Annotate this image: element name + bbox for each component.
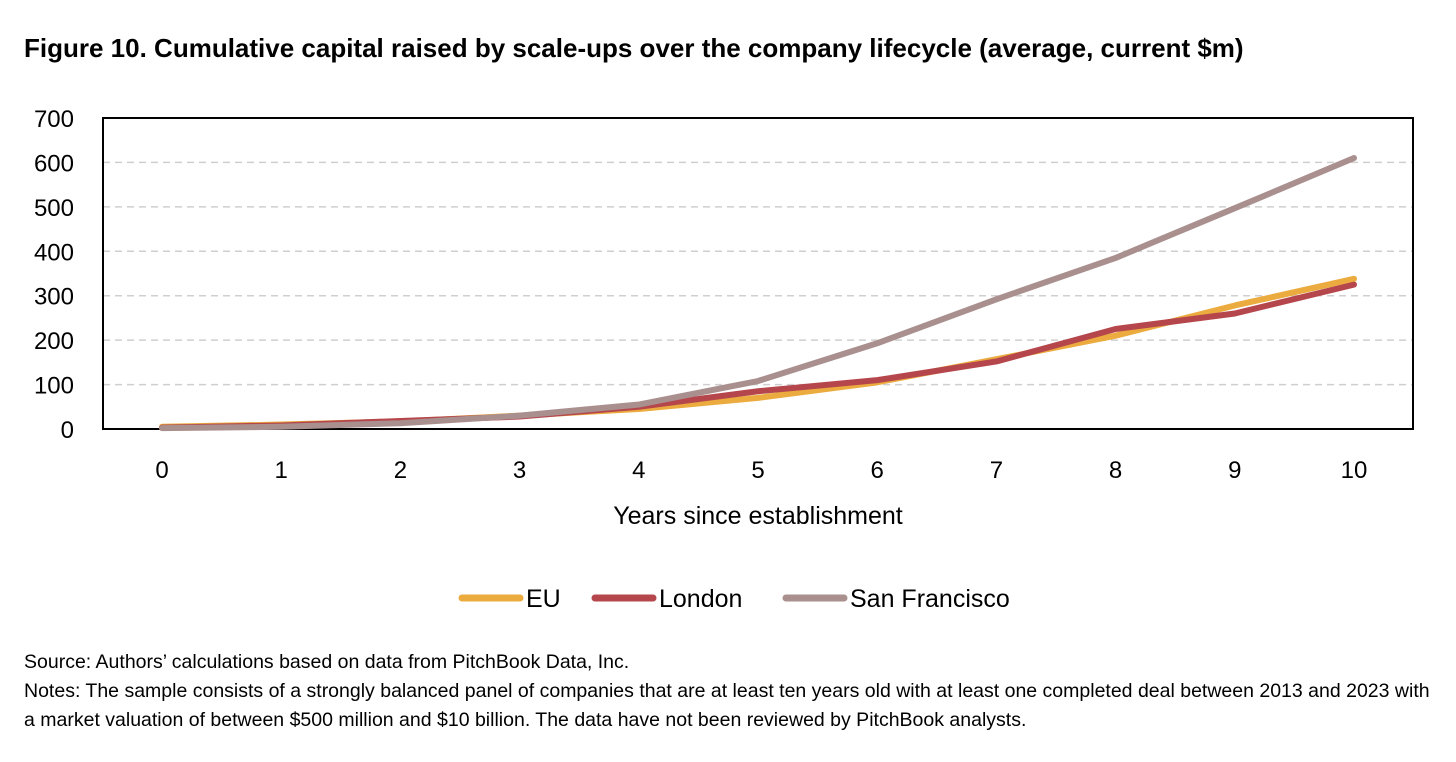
series-lines [159,154,1357,432]
x-tick-label: 2 [394,457,407,484]
x-tick-label: 1 [275,457,288,484]
legend-label-eu: EU [526,585,561,613]
y-tick-label: 500 [34,195,74,222]
x-tick-label: 3 [513,457,526,484]
y-tick-label: 400 [34,239,74,266]
x-tick-label: 6 [871,457,884,484]
y-tick-label: 600 [34,150,74,177]
y-tick-label: 300 [34,284,74,311]
legend: EU London San Francisco [458,585,1010,613]
series-line-san-francisco [159,154,1357,432]
gridlines [103,161,1413,386]
x-tick-label: 7 [990,457,1003,484]
x-tick-label: 4 [632,457,645,484]
x-tick-label: 0 [155,457,168,484]
figure-title: Figure 10. Cumulative capital raised by … [24,33,1244,63]
x-axis-tick-labels: 0 1 2 3 4 5 6 7 8 9 10 [155,457,1367,484]
footnotes: Source: Authors’ calculations based on d… [24,648,1436,735]
series-line-london [159,281,1357,431]
y-tick-label: 700 [34,106,74,133]
x-tick-label: 5 [751,457,764,484]
plot-area-border [102,117,1414,430]
source-note: Source: Authors’ calculations based on d… [24,651,630,673]
x-tick-label: 10 [1341,457,1368,484]
x-tick-label: 9 [1228,457,1241,484]
y-axis-tick-labels: 0 100 200 300 400 500 600 700 [34,106,74,444]
y-tick-label: 0 [61,417,74,444]
legend-label-san-francisco: San Francisco [850,585,1010,613]
y-tick-label: 200 [34,328,74,355]
legend-label-london: London [659,585,742,613]
x-tick-label: 8 [1109,457,1122,484]
line-chart: 0 100 200 300 400 500 600 700 0 1 2 3 4 5 6 7 8 9 10 Year… [34,106,1414,613]
series-line-eu [159,275,1357,430]
x-axis-title: Years since establishment [613,502,903,530]
y-tick-label: 100 [34,373,74,400]
notes-text: Notes: The sample consists of a strongly… [24,680,1430,731]
